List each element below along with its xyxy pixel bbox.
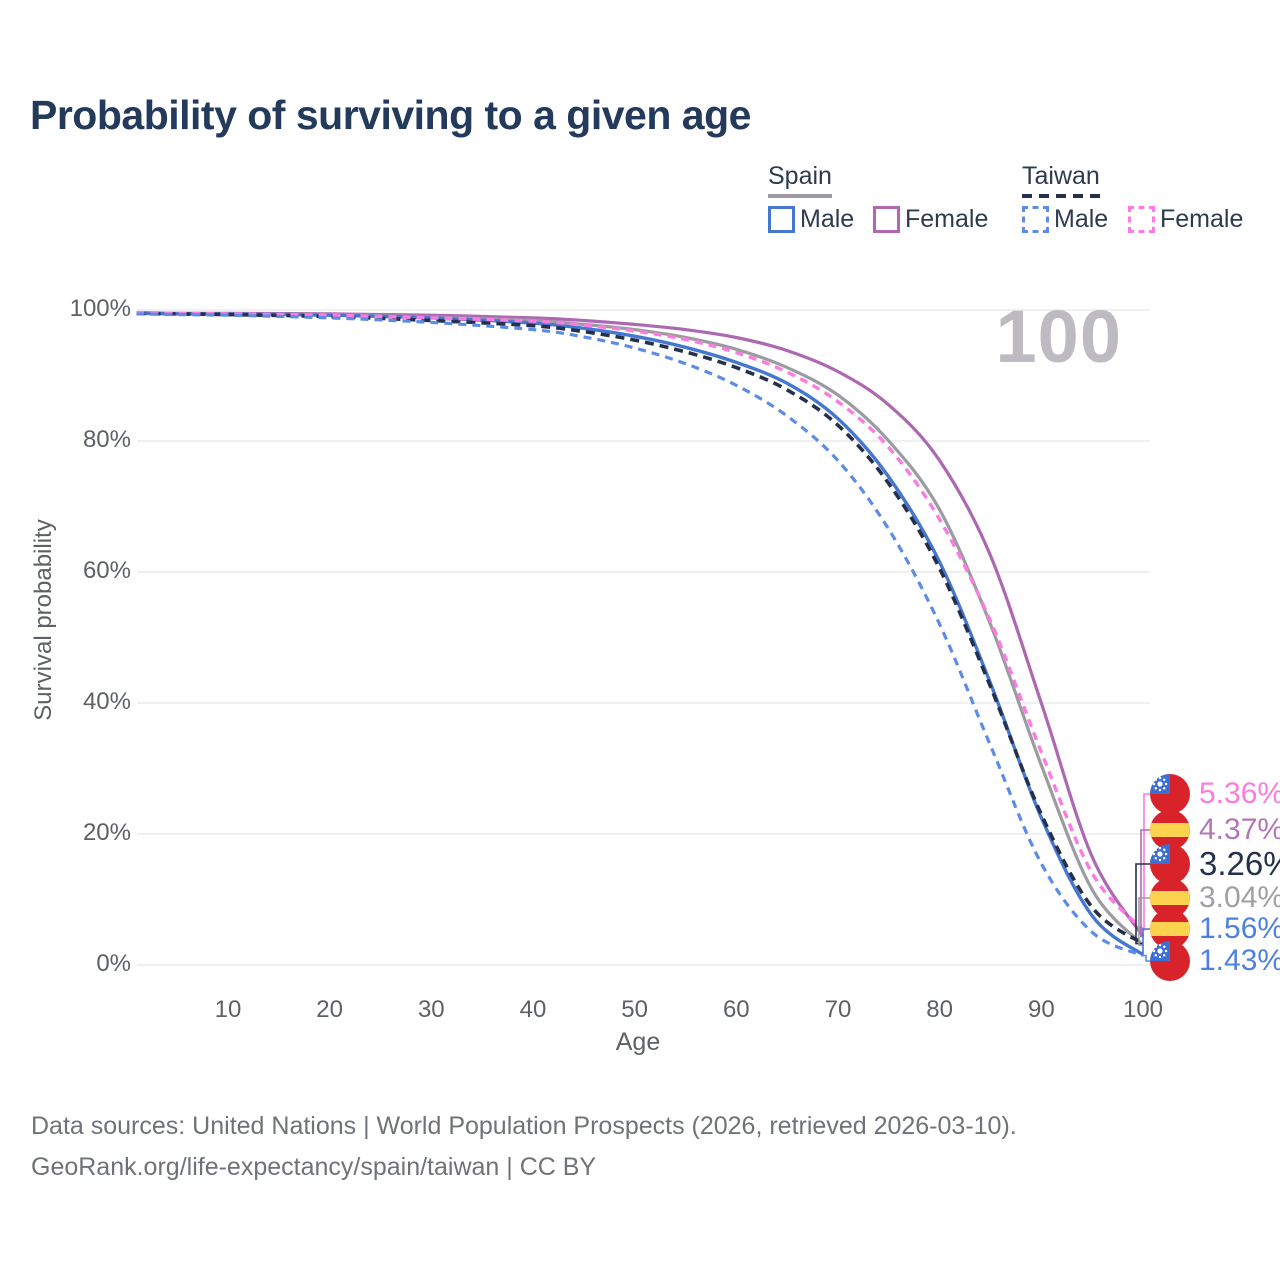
x-tick-40: 40 bbox=[519, 996, 547, 1023]
legend-group-spain: Spain bbox=[768, 162, 832, 190]
legend-group-taiwan: Taiwan bbox=[1022, 162, 1100, 190]
legend-label: Female bbox=[1160, 205, 1244, 233]
legend-item-taiwan-male[interactable]: Male bbox=[1022, 205, 1108, 234]
page-title: Probability of surviving to a given age bbox=[30, 92, 751, 138]
x-tick-70: 70 bbox=[824, 996, 852, 1023]
footer: Data sources: United Nations | World Pop… bbox=[31, 1106, 1017, 1188]
legend-item-spain-male[interactable]: Male bbox=[768, 205, 854, 234]
leader-spain_both bbox=[1138, 897, 1150, 946]
y-tick-40: 40% bbox=[82, 687, 131, 715]
legend-swatch-spain-male bbox=[768, 206, 795, 233]
x-axis-title: Age bbox=[615, 1028, 661, 1056]
leader-spain_female bbox=[1140, 829, 1150, 938]
x-tick-50: 50 bbox=[621, 996, 648, 1023]
x-tick-60: 60 bbox=[722, 996, 750, 1023]
leader-taiwan_male bbox=[1143, 954, 1150, 962]
legend-underline-spain bbox=[768, 194, 832, 198]
leader-spain_male bbox=[1142, 928, 1150, 955]
end-label-taiwan_both: 3.26% bbox=[1150, 844, 1280, 884]
end-label-taiwan_female: 5.36% bbox=[1150, 774, 1280, 814]
taiwan-flag-icon bbox=[1150, 941, 1190, 981]
leader-taiwan_female bbox=[1143, 793, 1150, 931]
legend-item-spain-female[interactable]: Female bbox=[873, 205, 988, 234]
x-tick-20: 20 bbox=[316, 996, 343, 1023]
end-value-taiwan_male: 1.43% bbox=[1199, 944, 1280, 977]
legend-label: Female bbox=[905, 205, 989, 233]
footer-link: GeoRank.org/life-expectancy/spain/taiwan… bbox=[31, 1153, 597, 1181]
x-tick-10: 10 bbox=[214, 996, 242, 1023]
x-tick-30: 30 bbox=[417, 996, 445, 1023]
footer-sources: Data sources: United Nations | World Pop… bbox=[31, 1112, 1017, 1140]
end-label-spain_female: 4.37% bbox=[1150, 810, 1280, 850]
end-label-taiwan_male: 1.43% bbox=[1150, 941, 1280, 981]
y-tick-80: 80% bbox=[82, 425, 131, 453]
taiwan-flag-icon bbox=[1150, 844, 1190, 884]
end-label-spain_both: 3.04% bbox=[1150, 878, 1280, 918]
legend-label: Male bbox=[1054, 205, 1109, 233]
end-value-taiwan_both: 3.26% bbox=[1199, 845, 1280, 882]
legend-swatch-taiwan-male bbox=[1022, 206, 1049, 233]
curve-taiwan_both bbox=[136, 311, 1145, 946]
y-tick-0: 0% bbox=[96, 949, 131, 977]
x-tick-80: 80 bbox=[926, 996, 954, 1023]
end-value-spain_both: 3.04% bbox=[1199, 881, 1280, 914]
end-value-spain_male: 1.56% bbox=[1199, 912, 1280, 945]
legend-label: Male bbox=[800, 205, 855, 233]
curve-taiwan_female bbox=[136, 310, 1145, 932]
age-watermark: 100 bbox=[995, 295, 1122, 378]
legend-swatch-taiwan-female bbox=[1128, 206, 1155, 233]
y-tick-20: 20% bbox=[82, 818, 131, 846]
x-tick-90: 90 bbox=[1027, 996, 1055, 1023]
curve-taiwan_male bbox=[136, 312, 1144, 958]
end-label-spain_male: 1.56% bbox=[1150, 909, 1280, 949]
end-value-taiwan_female: 5.36% bbox=[1199, 777, 1280, 810]
x-tick-100: 100 bbox=[1122, 996, 1164, 1023]
legend-item-taiwan-female[interactable]: Female bbox=[1128, 205, 1243, 234]
curve-spain_male bbox=[136, 311, 1145, 957]
taiwan-flag-icon bbox=[1150, 774, 1190, 814]
y-tick-100: 100% bbox=[69, 294, 131, 322]
spain-flag-icon bbox=[1150, 810, 1190, 850]
legend-swatch-spain-female bbox=[873, 206, 900, 233]
legend-underline-taiwan bbox=[1022, 194, 1104, 198]
spain-flag-icon bbox=[1150, 909, 1190, 949]
end-value-spain_female: 4.37% bbox=[1199, 813, 1280, 846]
y-tick-60: 60% bbox=[82, 556, 131, 584]
